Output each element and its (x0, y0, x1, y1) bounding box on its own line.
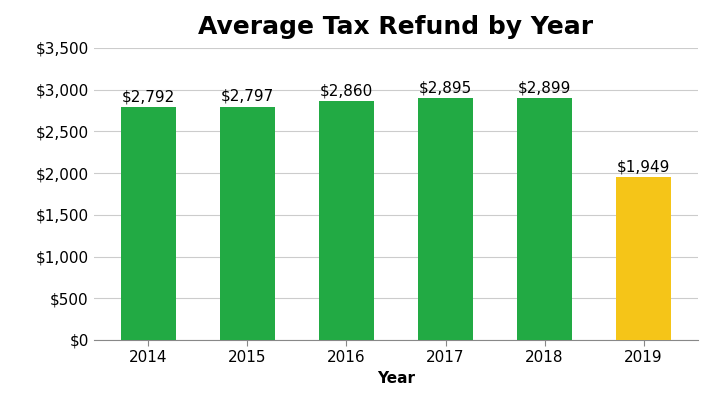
Text: $2,860: $2,860 (320, 84, 373, 98)
Title: Average Tax Refund by Year: Average Tax Refund by Year (199, 15, 593, 39)
Text: $2,899: $2,899 (518, 80, 571, 95)
Text: $2,895: $2,895 (419, 80, 472, 96)
Bar (121, 107, 176, 340)
Bar (220, 107, 274, 340)
Bar (616, 177, 671, 340)
Bar (418, 98, 473, 340)
X-axis label: Year: Year (377, 371, 415, 386)
Text: $2,797: $2,797 (221, 89, 274, 104)
Text: $1,949: $1,949 (617, 160, 670, 174)
Text: $2,792: $2,792 (122, 89, 175, 104)
Bar (518, 98, 572, 340)
Bar (319, 101, 374, 340)
